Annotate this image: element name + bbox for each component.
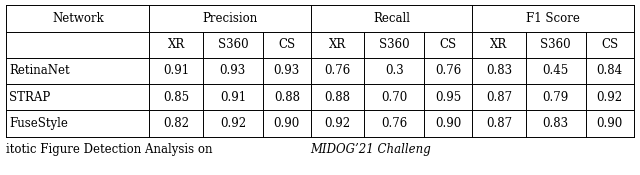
Text: 0.76: 0.76 [435, 64, 461, 77]
Text: 0.88: 0.88 [274, 91, 300, 104]
Text: Precision: Precision [202, 12, 258, 25]
Text: CS: CS [440, 38, 457, 51]
Text: 0.79: 0.79 [543, 91, 569, 104]
Text: S360: S360 [540, 38, 571, 51]
Text: 0.93: 0.93 [274, 64, 300, 77]
Text: 0.83: 0.83 [543, 117, 569, 130]
Text: 0.95: 0.95 [435, 91, 461, 104]
Text: XR: XR [329, 38, 346, 51]
Text: 0.91: 0.91 [220, 91, 246, 104]
Text: S360: S360 [218, 38, 248, 51]
Text: XR: XR [490, 38, 508, 51]
Text: 0.91: 0.91 [163, 64, 189, 77]
Text: 0.82: 0.82 [163, 117, 189, 130]
Text: 0.90: 0.90 [435, 117, 461, 130]
Text: CS: CS [601, 38, 618, 51]
Text: 0.88: 0.88 [324, 91, 351, 104]
Text: S360: S360 [379, 38, 410, 51]
Text: 0.70: 0.70 [381, 91, 408, 104]
Text: 0.93: 0.93 [220, 64, 246, 77]
Text: 0.92: 0.92 [220, 117, 246, 130]
Text: XR: XR [168, 38, 185, 51]
Text: 0.76: 0.76 [381, 117, 408, 130]
Text: 0.45: 0.45 [543, 64, 569, 77]
Text: CS: CS [278, 38, 295, 51]
Text: 0.90: 0.90 [274, 117, 300, 130]
Text: RetinaNet: RetinaNet [9, 64, 70, 77]
Text: 0.90: 0.90 [596, 117, 623, 130]
Text: 0.83: 0.83 [486, 64, 512, 77]
Text: 0.76: 0.76 [324, 64, 351, 77]
Text: 0.87: 0.87 [486, 91, 512, 104]
Text: FuseStyle: FuseStyle [9, 117, 68, 130]
Text: MIDOG’21 Challeng: MIDOG’21 Challeng [310, 144, 431, 156]
Text: F1 Score: F1 Score [526, 12, 580, 25]
Text: Network: Network [52, 12, 104, 25]
Text: 0.92: 0.92 [324, 117, 351, 130]
Text: 0.85: 0.85 [163, 91, 189, 104]
Text: itotic Figure Detection Analysis on: itotic Figure Detection Analysis on [6, 144, 217, 156]
Text: 0.87: 0.87 [486, 117, 512, 130]
Text: Recall: Recall [373, 12, 410, 25]
Text: STRAP: STRAP [9, 91, 50, 104]
Text: 0.3: 0.3 [385, 64, 404, 77]
Text: 0.92: 0.92 [596, 91, 623, 104]
Text: 0.84: 0.84 [596, 64, 623, 77]
